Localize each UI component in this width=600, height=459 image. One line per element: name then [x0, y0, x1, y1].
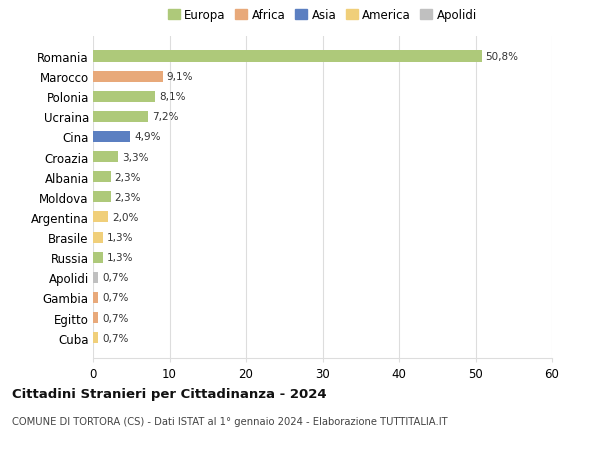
Bar [93, 192, 110, 203]
Text: 2,3%: 2,3% [115, 192, 141, 202]
Text: 9,1%: 9,1% [166, 72, 193, 82]
Bar [93, 151, 118, 163]
Bar [93, 132, 130, 143]
Text: 0,7%: 0,7% [102, 293, 128, 303]
Text: 0,7%: 0,7% [102, 313, 128, 323]
Text: 3,3%: 3,3% [122, 152, 149, 162]
Bar [93, 72, 163, 83]
Text: Cittadini Stranieri per Cittadinanza - 2024: Cittadini Stranieri per Cittadinanza - 2… [12, 387, 326, 400]
Bar [93, 272, 98, 283]
Text: 2,3%: 2,3% [115, 172, 141, 182]
Bar [93, 292, 98, 303]
Text: 0,7%: 0,7% [102, 273, 128, 283]
Bar [93, 252, 103, 263]
Bar [93, 332, 98, 343]
Bar [93, 91, 155, 102]
Bar [93, 312, 98, 323]
Text: 1,3%: 1,3% [107, 252, 133, 263]
Bar [93, 212, 108, 223]
Text: 4,9%: 4,9% [134, 132, 161, 142]
Text: 0,7%: 0,7% [102, 333, 128, 343]
Bar [93, 232, 103, 243]
Bar [93, 112, 148, 123]
Bar [93, 172, 110, 183]
Text: 50,8%: 50,8% [485, 52, 518, 62]
Text: 7,2%: 7,2% [152, 112, 178, 122]
Text: 8,1%: 8,1% [159, 92, 185, 102]
Legend: Europa, Africa, Asia, America, Apolidi: Europa, Africa, Asia, America, Apolidi [166, 7, 479, 24]
Text: 1,3%: 1,3% [107, 233, 133, 242]
Bar [93, 51, 482, 62]
Text: COMUNE DI TORTORA (CS) - Dati ISTAT al 1° gennaio 2024 - Elaborazione TUTTITALIA: COMUNE DI TORTORA (CS) - Dati ISTAT al 1… [12, 417, 448, 426]
Text: 2,0%: 2,0% [112, 213, 139, 223]
